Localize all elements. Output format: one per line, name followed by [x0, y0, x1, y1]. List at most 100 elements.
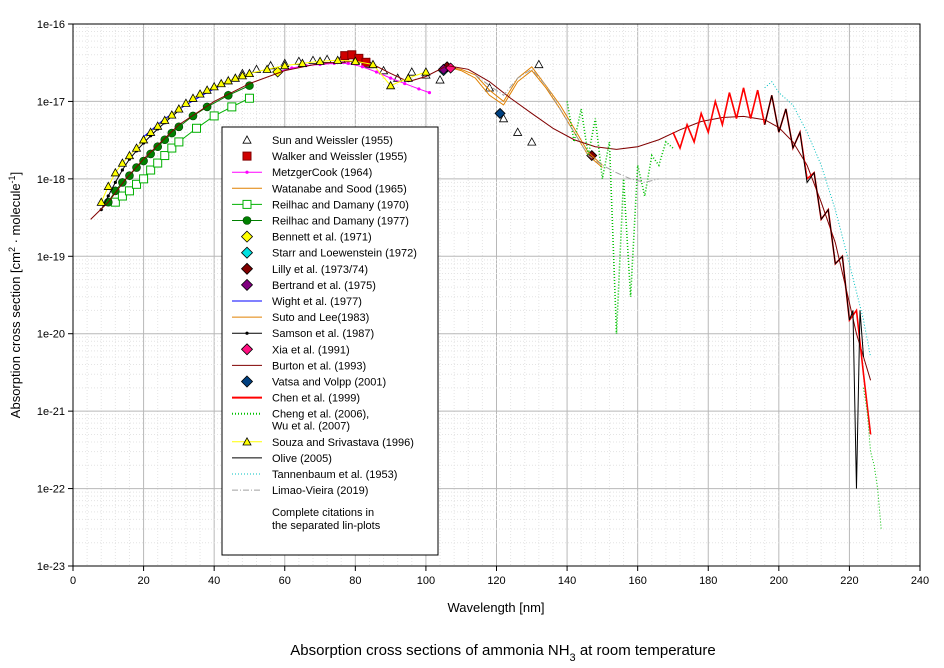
- series-souza-and-srivastava-1996: [96, 55, 431, 206]
- legend-item-souza-and-srivastava-1996: Souza and Srivastava (1996): [232, 437, 414, 449]
- legend-marker: [240, 375, 254, 388]
- legend-item-metzgercook-1964: MetzgerCook (1964): [232, 167, 372, 179]
- data-point: [188, 93, 198, 102]
- legend-item-reilhac-and-damany-1977: Reilhac and Damany (1977): [232, 216, 409, 228]
- data-point: [117, 158, 128, 167]
- data-point: [350, 56, 361, 65]
- data-point: [146, 165, 156, 175]
- y-tick-label: 1e-23: [37, 561, 65, 573]
- data-point: [389, 76, 393, 80]
- legend-marker: [245, 331, 249, 335]
- legend-marker: [240, 246, 254, 259]
- legend-item-limao-vieira-2019: Limao-Vieira (2019): [232, 485, 368, 497]
- data-point: [132, 179, 142, 189]
- data-point: [124, 150, 135, 160]
- legend-label: Cheng et al. (2006),: [272, 409, 369, 421]
- grid-layer: [72, 24, 921, 567]
- x-tick-label: 220: [840, 575, 858, 587]
- data-point: [360, 65, 364, 69]
- legend-label: Lilly et al. (1973/74): [272, 264, 368, 276]
- legend-note: Complete citations in: [272, 507, 374, 519]
- data-point: [333, 55, 343, 64]
- series-olive-2005: [764, 95, 865, 489]
- x-tick-label: 100: [417, 575, 435, 587]
- legend-item-olive-2005: Olive (2005): [232, 453, 332, 465]
- legend-label: Limao-Vieira (2019): [272, 485, 368, 497]
- series-limao-vieira-2019: [475, 68, 659, 183]
- series-line: [863, 387, 882, 530]
- legend-item-sun-and-weissler-1955: Sun and Weissler (1955): [242, 135, 393, 147]
- data-point: [498, 113, 509, 123]
- series-line: [764, 80, 872, 358]
- x-tick-label: 120: [487, 575, 505, 587]
- legend-label: Reilhac and Damany (1970): [272, 199, 409, 211]
- legend-label: Wu et al. (2007): [272, 421, 350, 433]
- legend-item-reilhac-and-damany-1970: Reilhac and Damany (1970): [232, 199, 409, 211]
- x-tick-label: 180: [699, 575, 717, 587]
- legend-label: Bennett et al. (1971): [272, 232, 372, 244]
- data-point: [427, 91, 432, 95]
- legend-marker: [242, 216, 252, 225]
- x-tick-label: 80: [349, 575, 361, 587]
- legend-item-vatsa-and-volpp-2001: Vatsa and Volpp (2001): [240, 375, 386, 389]
- data-point: [153, 142, 162, 152]
- legend: Sun and Weissler (1955) Walker and Weissl…: [221, 126, 439, 556]
- data-point: [139, 174, 149, 184]
- legend-label: Burton et al. (1993): [272, 360, 366, 372]
- y-tick-label: 1e-20: [37, 329, 65, 341]
- data-point: [346, 61, 350, 65]
- series-burton-et-al-1993: [90, 60, 872, 381]
- legend-marker: [242, 135, 252, 144]
- data-point: [110, 167, 121, 177]
- legend-item-walker-and-weissler-1955: Walker and Weissler (1955): [242, 151, 407, 163]
- data-point: [223, 75, 233, 85]
- data-point: [262, 64, 272, 73]
- data-point: [527, 137, 537, 146]
- legend-label: Bertrand et al. (1975): [272, 280, 376, 292]
- legend-marker: [242, 199, 252, 209]
- data-point: [315, 56, 325, 65]
- data-point: [153, 158, 163, 168]
- data-point: [237, 70, 248, 80]
- data-point: [209, 111, 219, 121]
- data-point: [103, 181, 113, 190]
- data-point: [192, 123, 202, 133]
- series-line: [672, 87, 872, 435]
- legend-marker: [242, 151, 252, 161]
- y-tick-label: 1e-22: [37, 484, 65, 496]
- series-vatsa-and-volpp-2001: [494, 107, 506, 119]
- x-axis-label: Wavelength [nm]: [447, 600, 544, 615]
- legend-item-lilly-et-al-1973-74: Lilly et al. (1973/74): [240, 262, 368, 276]
- series-line: [447, 66, 603, 166]
- data-point: [195, 89, 205, 98]
- data-point: [181, 98, 191, 107]
- legend-label: Chen et al. (1999): [272, 393, 360, 405]
- legend-label: MetzgerCook (1964): [272, 167, 372, 179]
- data-point: [145, 127, 156, 136]
- data-point: [403, 73, 413, 82]
- tick-layer: 0 20 40 60 80 100 120 140 160 180 200 220 240 1e-16 1e…: [37, 19, 929, 587]
- legend-label: Souza and Srivastava (1996): [272, 437, 414, 449]
- data-point: [174, 137, 184, 147]
- legend-label: Olive (2005): [272, 453, 332, 465]
- legend-item-tannenbaum-et-al-1953: Tannenbaum et al. (1953): [232, 469, 397, 481]
- data-point: [512, 127, 523, 136]
- legend-label: Sun and Weissler (1955): [272, 135, 393, 147]
- data-point: [421, 67, 431, 76]
- data-point: [244, 93, 254, 103]
- legend-item-bertrand-et-al-1975: Bertrand et al. (1975): [240, 278, 376, 292]
- data-point: [251, 64, 262, 73]
- data-point: [146, 149, 155, 159]
- data-point: [120, 168, 125, 172]
- legend-item-suto-and-lee-1983: Suto and Lee(1983): [232, 312, 369, 324]
- data-point: [244, 68, 255, 78]
- x-tick-label: 200: [770, 575, 788, 587]
- data-point: [403, 81, 407, 86]
- data-point: [106, 194, 110, 198]
- data-point: [297, 58, 308, 67]
- y-tick-label: 1e-16: [37, 19, 65, 31]
- legend-label: Reilhac and Damany (1977): [272, 216, 409, 228]
- legend-label: Suto and Lee(1983): [272, 312, 369, 324]
- chart-title: Absorption cross sections of ammonia NH3…: [290, 642, 715, 664]
